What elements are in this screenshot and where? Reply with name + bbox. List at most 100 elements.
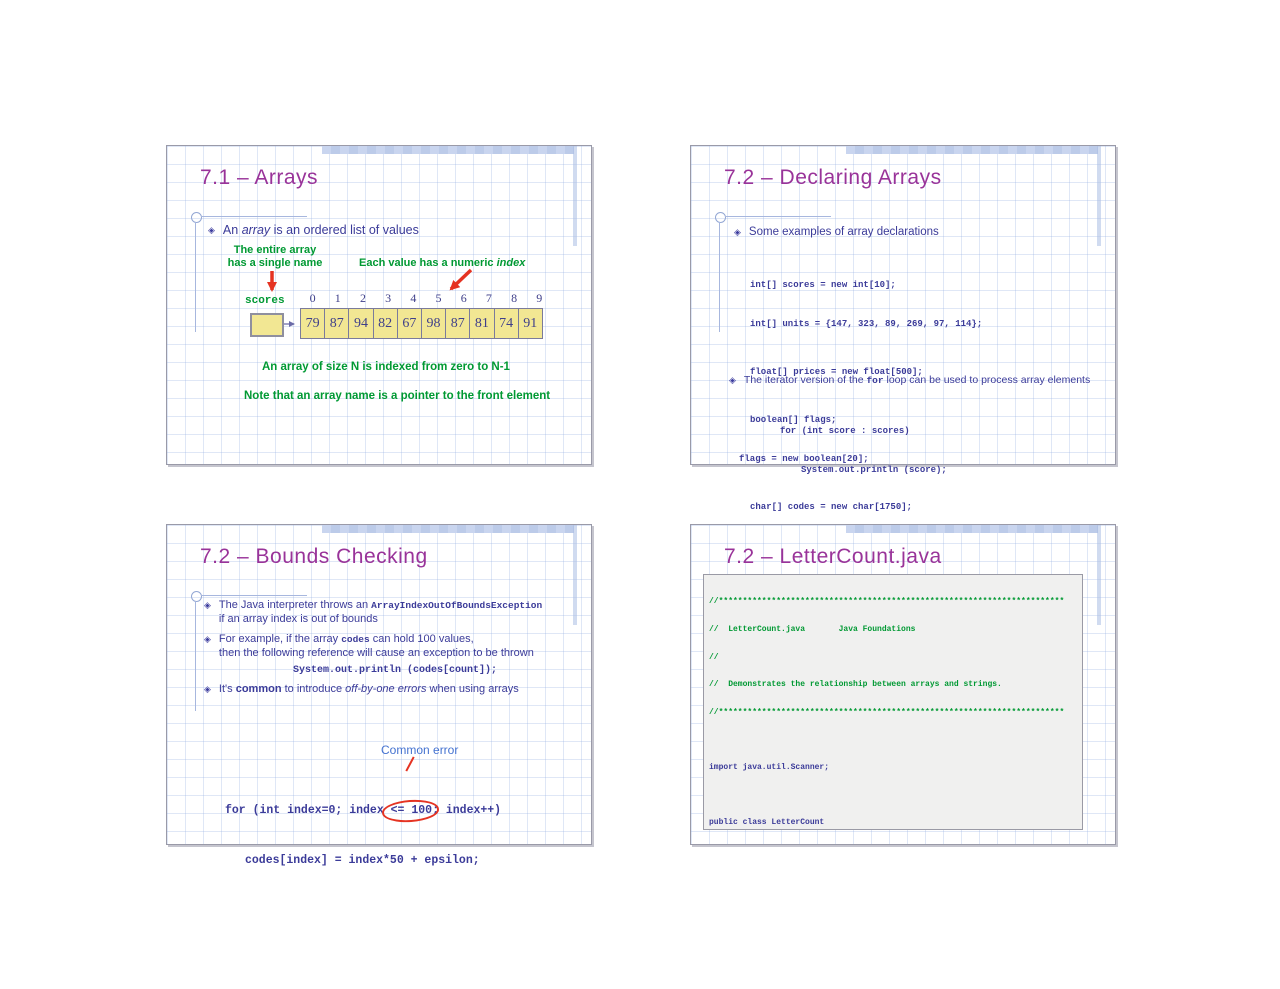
slide-right-rule bbox=[1097, 525, 1101, 625]
array-reference-box bbox=[250, 313, 284, 337]
slide-header-band bbox=[322, 146, 574, 154]
code-line: codes[index] = index*50 + epsilon; bbox=[245, 853, 480, 867]
red-arrow-diagonal-icon bbox=[449, 268, 473, 291]
slide-right-rule bbox=[1097, 146, 1101, 246]
callout-index-em: index bbox=[496, 257, 526, 269]
code-line: float[] prices = new float[500]; bbox=[750, 367, 923, 377]
code-line: System.out.println (score); bbox=[801, 465, 947, 475]
code-line: public class LetterCount bbox=[709, 818, 825, 828]
code-line: import java.util.Scanner; bbox=[709, 763, 830, 773]
bullet-text: An array is an ordered list of values bbox=[223, 224, 419, 237]
bullet-array-definition: ◈ An array is an ordered list of values bbox=[208, 224, 419, 237]
array-cell: 79 bbox=[300, 308, 326, 339]
callout-array-name: The entire array has a single name bbox=[205, 244, 345, 270]
array-cell: 67 bbox=[396, 308, 422, 339]
diamond-bullet-icon: ◈ bbox=[204, 684, 211, 694]
bullet-iterator-for: ◈ The iterator version of the for loop c… bbox=[729, 374, 1090, 388]
index-label: 5 bbox=[435, 291, 442, 305]
code-line: for (int index=0; index <= 100; index++) bbox=[225, 798, 502, 824]
bullet-text-pre: For example, if the array bbox=[218, 633, 342, 645]
slide-right-rule bbox=[573, 525, 577, 625]
index-label: 6 bbox=[460, 291, 467, 305]
note-pointer: Note that an array name is a pointer to … bbox=[244, 390, 551, 402]
bullet-text-post: when using arrays bbox=[426, 683, 519, 695]
code-line: int[] scores = new int[10]; bbox=[750, 280, 896, 290]
error-ellipse-icon bbox=[380, 798, 440, 824]
array-index-row: 0 1 2 3 4 5 6 7 8 9 bbox=[300, 291, 552, 306]
slide-header-band bbox=[846, 525, 1098, 533]
bullet-line2: if an array index is out of bounds bbox=[218, 612, 378, 625]
bullet-off-by-one: ◈ It's common to introduce off-by-one er… bbox=[204, 683, 519, 696]
condition-text: <= 100 bbox=[390, 804, 433, 817]
index-label: 7 bbox=[485, 291, 492, 305]
index-label: 4 bbox=[410, 291, 417, 305]
index-label: 2 bbox=[359, 291, 366, 305]
bullet-line1: For example, if the array codes can hold… bbox=[219, 633, 534, 647]
bullet-text-bold: common bbox=[235, 683, 282, 695]
compass-hline bbox=[201, 595, 307, 596]
code-pre: for (int index=0; index bbox=[225, 804, 391, 817]
callout-line1: The entire array bbox=[233, 244, 317, 256]
code-line: for (int score : scores) bbox=[780, 426, 910, 436]
blank-line bbox=[709, 735, 1082, 744]
slide-header-band bbox=[846, 146, 1098, 154]
bullet-text-pre: It's bbox=[218, 683, 236, 695]
bullet-text-mono: for bbox=[866, 375, 884, 386]
compass-vline bbox=[195, 222, 196, 332]
diamond-bullet-icon: ◈ bbox=[729, 375, 736, 385]
bullet-line1: The Java interpreter throws an ArrayInde… bbox=[219, 599, 542, 613]
index-label: 3 bbox=[385, 291, 392, 305]
blank-line bbox=[709, 791, 1082, 800]
code-line: boolean[] flags; bbox=[750, 415, 837, 425]
array-cell: 87 bbox=[445, 308, 471, 339]
array-cells-row: 79 87 94 82 67 98 87 81 74 91 bbox=[300, 308, 543, 339]
callout-index-pre: Each value has a numeric bbox=[359, 257, 497, 269]
exception-name: ArrayIndexOutOfBoundsException bbox=[371, 600, 543, 611]
array-cell: 81 bbox=[469, 308, 495, 339]
bullet-text: The Java interpreter throws an ArrayInde… bbox=[219, 599, 542, 625]
array-name-mono: codes bbox=[341, 634, 370, 645]
slide-lettercount: 7.2 – LetterCount.java //***************… bbox=[690, 524, 1116, 845]
bullet-text-mid: to introduce bbox=[281, 683, 346, 695]
foreach-code-block: for (int score : scores) System.out.prin… bbox=[780, 399, 947, 503]
array-cell: 94 bbox=[348, 308, 374, 339]
bullet-text-em: off-by-one errors bbox=[345, 683, 427, 695]
code-line: flags = new boolean[20]; bbox=[739, 454, 869, 464]
compass-circle-icon bbox=[191, 212, 202, 223]
code-line: // Demonstrates the relationship between… bbox=[709, 680, 1002, 690]
bullet-text: For example, if the array codes can hold… bbox=[219, 633, 534, 659]
source-code-box: //**************************************… bbox=[703, 574, 1083, 830]
bullet-text-pre: The Java interpreter throws an bbox=[218, 599, 372, 611]
code-line: char[] codes = new char[1750]; bbox=[750, 502, 913, 512]
bullet-line2: then the following reference will cause … bbox=[218, 646, 534, 659]
diamond-bullet-icon: ◈ bbox=[208, 225, 215, 235]
bullet-text: The iterator version of the for loop can… bbox=[744, 374, 1090, 388]
loop-code-block: for (int index=0; index <= 100; index++)… bbox=[225, 770, 501, 902]
slide-right-rule bbox=[573, 146, 577, 246]
code-post: ; index++) bbox=[432, 804, 502, 817]
slide-title: 7.2 – LetterCount.java bbox=[724, 545, 942, 568]
compass-hline bbox=[201, 216, 307, 217]
array-cell: 87 bbox=[324, 308, 350, 339]
note-index-range: An array of size N is indexed from zero … bbox=[262, 361, 510, 373]
common-error-label: Common error bbox=[381, 743, 459, 757]
array-cell: 74 bbox=[493, 308, 519, 339]
code-line: // bbox=[709, 652, 719, 662]
array-cell: 98 bbox=[420, 308, 447, 339]
bullet-text-post: can hold 100 values, bbox=[369, 633, 474, 645]
slide-arrays: 7.1 – Arrays ◈ An array is an ordered li… bbox=[166, 145, 592, 465]
code-line: // LetterCount.java Java Foundations bbox=[709, 625, 916, 635]
callout-line2: has a single name bbox=[227, 257, 323, 269]
bullet-text: Some examples of array declarations bbox=[748, 226, 939, 238]
bullet-example: ◈ For example, if the array codes can ho… bbox=[204, 633, 534, 659]
index-label: 0 bbox=[309, 291, 316, 305]
bullet-text-em: array bbox=[241, 223, 271, 237]
compass-circle-icon bbox=[715, 212, 726, 223]
diamond-bullet-icon: ◈ bbox=[204, 634, 211, 644]
slide-bounds-checking: 7.2 – Bounds Checking ◈ The Java interpr… bbox=[166, 524, 592, 867]
bullet-text-post: is an ordered list of values bbox=[270, 223, 419, 237]
compass-circle-icon bbox=[191, 591, 202, 602]
slide-title: 7.2 – Declaring Arrays bbox=[724, 166, 942, 189]
slide-header-band bbox=[322, 525, 574, 533]
